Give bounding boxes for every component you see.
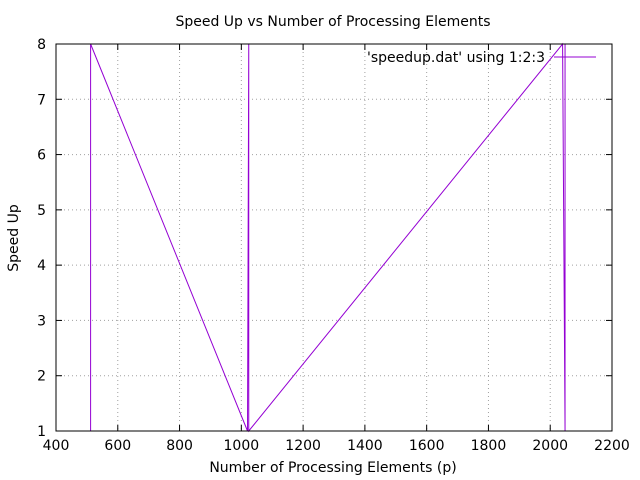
y-axis-label: Speed Up [6,204,22,272]
chart-title: Speed Up vs Number of Processing Element… [175,14,490,30]
tick-labels: 400 600 800 1000 1200 1400 1600 1800 2000 2200 1 2 3… [37,37,630,454]
x-tick-label: 600 [104,438,131,454]
x-tick-label: 2000 [532,438,568,454]
y-tick-label: 6 [37,148,46,164]
y-tick-label: 3 [37,313,46,329]
x-tick-label: 1600 [409,438,445,454]
grid [56,44,612,431]
series-group [90,42,566,433]
legend: 'speedup.dat' using 1:2:3 [367,50,596,66]
x-tick-label: 400 [43,438,70,454]
series-line-0 [90,42,566,433]
y-tick-label: 8 [37,37,46,53]
y-tick-label: 5 [37,203,46,219]
x-tick-label: 1800 [471,438,507,454]
y-tick-label: 7 [37,92,46,108]
y-tick-label: 2 [37,369,46,385]
x-axis-label: Number of Processing Elements (p) [209,460,456,476]
x-tick-label: 1000 [224,438,260,454]
y-tick-label: 1 [37,424,46,440]
x-tick-label: 1400 [347,438,383,454]
y-tick-label: 4 [37,258,46,274]
legend-label: 'speedup.dat' using 1:2:3 [367,50,545,66]
x-tick-label: 1200 [285,438,321,454]
x-tick-label: 2200 [594,438,630,454]
ticks [55,43,613,432]
x-tick-label: 800 [166,438,193,454]
plot-frame [55,43,613,432]
